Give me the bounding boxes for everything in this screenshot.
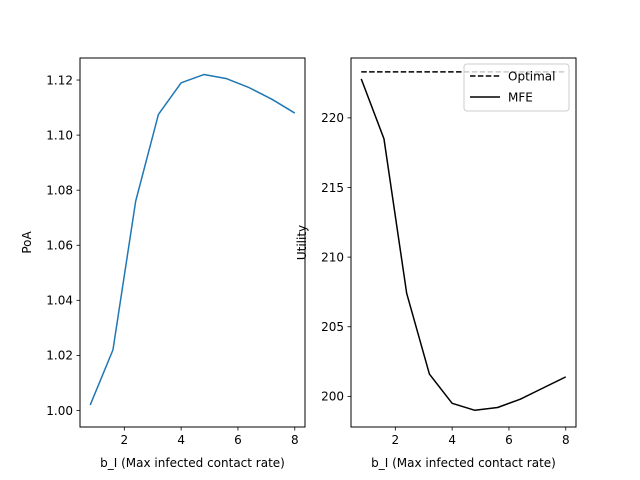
poa-y-tick-label: 1.12 [46,73,73,87]
poa-y-ticks: 1.00 1.02 1.04 1.06 1.08 1.10 1.12 [46,73,80,418]
utility-x-tick-label: 4 [448,433,456,447]
utility-plot-frame [350,57,577,428]
utility-y-tick-label: 215 [321,181,344,195]
poa-x-axis-label: b_I (Max infected contact rate) [100,456,285,470]
poa-y-tick-label: 1.00 [46,404,73,418]
poa-y-tick-label: 1.08 [46,183,73,197]
utility-subplot: 2 4 6 8 200 205 210 215 220 b_I (Max infected c… [295,57,577,470]
poa-y-tick-label: 1.02 [46,349,73,363]
utility-y-tick-label: 210 [321,250,344,264]
poa-subplot: 2 4 6 8 1.00 1.02 1.04 1.06 1.08 1.10 1.12 b_I (M… [20,57,306,470]
poa-y-tick-label: 1.10 [46,128,73,142]
utility-x-tick-label: 2 [391,433,399,447]
poa-x-tick-label: 6 [234,433,242,447]
utility-y-tick-label: 200 [321,390,344,404]
poa-y-tick-label: 1.06 [46,239,73,253]
poa-y-tick-label: 1.04 [46,294,73,308]
poa-series [89,73,296,406]
utility-y-tick-label: 220 [321,111,344,125]
poa-series-line-0 [89,73,296,406]
poa-x-tick-label: 2 [120,433,128,447]
poa-y-axis-label: PoA [20,231,34,254]
utility-series-line-mfe [360,78,567,412]
poa-x-tick-label: 8 [291,433,299,447]
utility-legend: Optimal MFE [463,63,570,112]
utility-x-ticks: 2 4 6 8 [391,427,570,447]
utility-y-tick-label: 205 [321,320,344,334]
utility-x-axis-label: b_I (Max infected contact rate) [371,456,556,470]
legend-optimal-label: Optimal [508,70,555,84]
utility-y-ticks: 200 205 210 215 220 [321,111,351,404]
poa-plot-frame [79,57,306,428]
utility-x-tick-label: 6 [505,433,513,447]
legend-mfe-label: MFE [508,91,533,105]
utility-y-axis-label: Utility [295,225,309,260]
utility-x-tick-label: 8 [562,433,570,447]
poa-x-tick-label: 4 [177,433,185,447]
poa-x-ticks: 2 4 6 8 [120,427,299,447]
